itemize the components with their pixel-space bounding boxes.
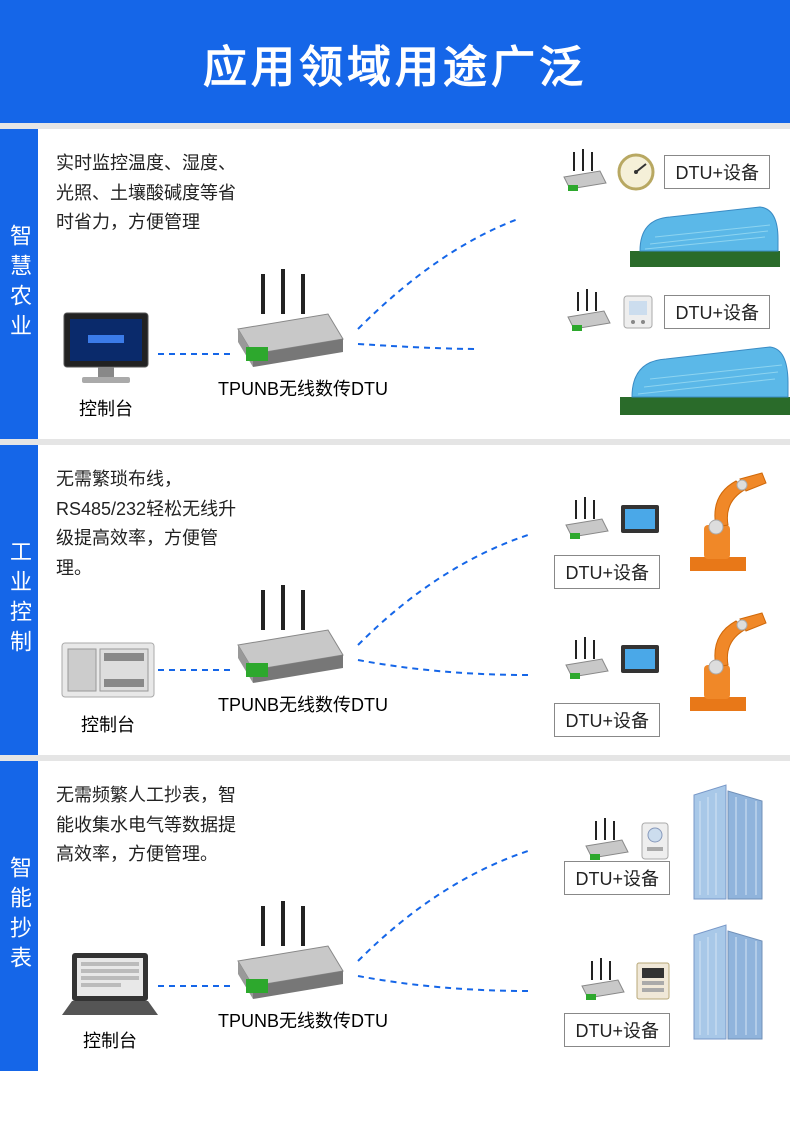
- dtu-small-icon: [558, 149, 608, 195]
- dtu-small-icon: [580, 818, 630, 864]
- dtu-label: TPUNB无线数传DTU: [218, 691, 388, 717]
- dtu-unit: TPUNB无线数传DTU: [218, 585, 388, 717]
- dtu-small-icon: [560, 497, 610, 543]
- plc-icon: [58, 633, 158, 705]
- robot-arm-icon: [670, 605, 770, 715]
- dtu-icon: [218, 585, 348, 685]
- device-label: DTU+设备: [664, 155, 770, 189]
- section-tab: 智慧农业: [0, 129, 38, 439]
- device-endpoint-2: DTU+设备: [562, 289, 770, 335]
- control-label: 控制台: [58, 395, 154, 421]
- dtu-unit: TPUNB无线数传DTU: [218, 901, 388, 1033]
- device-label: DTU+设备: [564, 1013, 670, 1047]
- laptop-icon: [58, 949, 162, 1021]
- device-label: DTU+设备: [554, 555, 660, 589]
- device-label: DTU+设备: [554, 703, 660, 737]
- greenhouse-icon: [630, 189, 780, 269]
- section-industrial: 工业控制 无需繁琐布线，RS485/232轻松无线升级提高效率，方便管理。 控制…: [0, 439, 790, 755]
- dtu-icon: [218, 901, 348, 1001]
- gauge-icon: [616, 152, 656, 192]
- control-label: 控制台: [58, 711, 158, 737]
- greenhouse-icon: [620, 327, 790, 417]
- meter-icon: [638, 819, 672, 863]
- dtu-unit: TPUNB无线数传DTU: [218, 269, 388, 401]
- section-desc: 无需频繁人工抄表，智能收集水电气等数据提高效率，方便管理。: [56, 781, 246, 870]
- control-console: 控制台: [58, 633, 158, 737]
- section-metering: 智能抄表 无需频繁人工抄表，智能收集水电气等数据提高效率，方便管理。 控制台 T…: [0, 755, 790, 1071]
- hmi-icon: [618, 500, 662, 540]
- power-meter-icon: [634, 959, 672, 1003]
- dtu-small-icon: [576, 958, 626, 1004]
- dtu-small-icon: [560, 637, 610, 683]
- sensor-icon: [620, 292, 656, 332]
- control-console: 控制台: [58, 949, 162, 1053]
- device-endpoint-2: [560, 605, 770, 715]
- robot-arm-icon: [670, 465, 770, 575]
- page-title: 应用领域用途广泛: [0, 0, 790, 123]
- control-label: 控制台: [58, 1027, 162, 1053]
- monitor-icon: [58, 309, 154, 389]
- dtu-icon: [218, 269, 348, 369]
- section-agriculture: 智慧农业 实时监控温度、湿度、光照、土壤酸碱度等省时省力，方便管理 控制台: [0, 123, 790, 439]
- hmi-icon: [618, 640, 662, 680]
- section-tab: 智能抄表: [0, 761, 38, 1071]
- building-icon: [680, 921, 770, 1041]
- device-label: DTU+设备: [564, 861, 670, 895]
- device-endpoint-1: DTU+设备: [558, 149, 770, 195]
- section-tab: 工业控制: [0, 445, 38, 755]
- control-console: 控制台: [58, 309, 154, 421]
- dtu-label: TPUNB无线数传DTU: [218, 1007, 388, 1033]
- section-desc: 实时监控温度、湿度、光照、土壤酸碱度等省时省力，方便管理: [56, 149, 246, 238]
- dtu-label: TPUNB无线数传DTU: [218, 375, 388, 401]
- device-label: DTU+设备: [664, 295, 770, 329]
- section-desc: 无需繁琐布线，RS485/232轻松无线升级提高效率，方便管理。: [56, 465, 246, 584]
- dtu-small-icon: [562, 289, 612, 335]
- building-icon: [680, 781, 770, 901]
